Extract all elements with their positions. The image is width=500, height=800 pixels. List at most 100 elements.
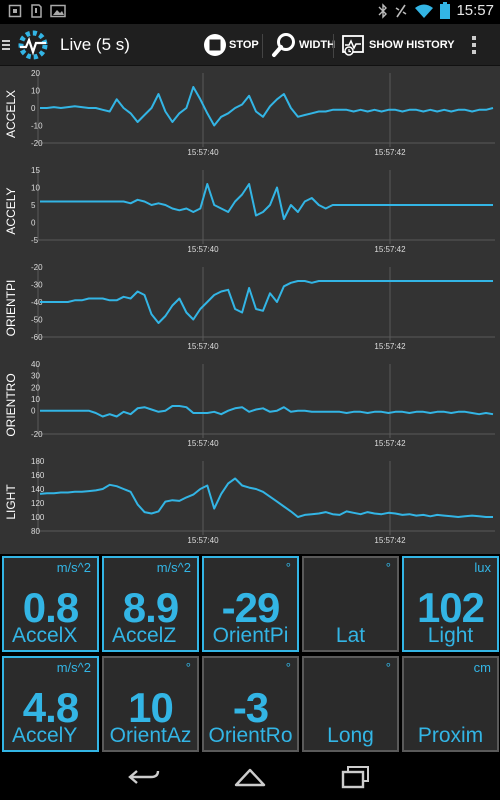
y-tick-label: 10 xyxy=(31,395,40,404)
overflow-menu-icon xyxy=(472,36,476,54)
sensor-tile-accelx[interactable]: m/s^2 0.8 AccelX xyxy=(2,556,99,652)
tile-unit: ° xyxy=(285,560,291,575)
chart-svg: 20 10 0 -10 -20 15:57:40 15:57:42 xyxy=(31,69,495,157)
width-button[interactable]: WIDTH xyxy=(271,24,335,66)
tile-unit: m/s^2 xyxy=(56,560,91,575)
chart-label: ORIENTPI xyxy=(4,279,18,337)
y-tick-label: 180 xyxy=(31,457,45,466)
app-menu-button[interactable]: Live (5 s) xyxy=(0,24,130,66)
home-icon xyxy=(234,768,266,787)
tile-label: AccelX xyxy=(12,624,78,647)
y-tick-label: -60 xyxy=(31,333,43,342)
sensor-tiles: m/s^2 0.8 AccelX m/s^2 8.9 AccelZ ° -29 OrientPi… xyxy=(0,556,500,754)
tile-unit: lux xyxy=(474,560,491,575)
y-tick-label: 20 xyxy=(31,383,40,392)
y-tick-label: 0 xyxy=(31,219,36,228)
y-tick-label: -50 xyxy=(31,316,43,325)
home-button[interactable] xyxy=(230,762,270,792)
series-line xyxy=(39,477,493,518)
back-icon xyxy=(128,770,160,784)
stop-label: STOP xyxy=(229,39,259,51)
recent-apps-icon xyxy=(341,766,369,789)
divider xyxy=(333,34,334,58)
recent-apps-button[interactable] xyxy=(336,762,376,792)
tile-value: 10 xyxy=(128,684,174,731)
x-tick-label: 15:57:40 xyxy=(187,439,219,448)
sensor-tile-accely[interactable]: m/s^2 4.8 AccelY xyxy=(2,656,99,752)
tile-label: OrientPi xyxy=(212,624,289,647)
tile-unit: ° xyxy=(385,560,391,575)
tile-unit: m/s^2 xyxy=(56,660,91,675)
image-icon xyxy=(50,4,66,18)
chart-orientro: 40 30 20 10 0 -20 15:57:40 15:57:42 ORIENTRO xyxy=(0,357,500,453)
width-label: WIDTH xyxy=(299,39,336,51)
stop-button[interactable]: STOP xyxy=(203,24,259,66)
x-tick-label: 15:57:42 xyxy=(374,245,406,254)
tile-label: AccelZ xyxy=(112,624,177,647)
tile-unit: ° xyxy=(385,660,391,675)
x-tick-label: 15:57:42 xyxy=(374,536,406,545)
magnifier-icon xyxy=(272,33,295,57)
chart-svg: 40 30 20 10 0 -20 15:57:40 15:57:42 xyxy=(31,360,495,448)
tile-label: AccelY xyxy=(12,724,78,747)
chart-label: ACCELX xyxy=(4,89,18,139)
action-bar: Live (5 s) STOP WIDTH SHOW HISTORY xyxy=(0,24,500,66)
y-tick-label: 5 xyxy=(31,201,36,210)
drawer-icon xyxy=(2,40,10,50)
stop-icon xyxy=(204,34,226,56)
sensor-tile-lat[interactable]: ° Lat xyxy=(302,556,399,652)
y-tick-label: -10 xyxy=(31,122,43,131)
overflow-menu-button[interactable] xyxy=(466,24,482,66)
y-tick-label: 100 xyxy=(31,513,45,522)
tile-label: Light xyxy=(427,624,474,647)
y-tick-label: -30 xyxy=(31,281,43,290)
chart-orientpi: -20 -30 -40 -50 -60 15:57:40 15:57:42 ORIENTPI xyxy=(0,260,500,356)
clock: 15:57 xyxy=(456,2,494,19)
tile-value: 8.9 xyxy=(122,584,179,631)
chart-light: 180 160 140 120 100 80 15:57:40 15:57:42 LIGHT xyxy=(0,454,500,550)
tile-label: Long xyxy=(327,724,374,747)
tile-value: -3 xyxy=(232,684,269,731)
series-line xyxy=(40,183,493,220)
sensor-tile-light[interactable]: lux 102 Light xyxy=(402,556,499,652)
chart-label: LIGHT xyxy=(4,484,18,520)
chart-accelx: 20 10 0 -10 -20 15:57:40 15:57:42 ACCELX xyxy=(0,66,500,162)
navigation-bar xyxy=(0,754,500,800)
series-line xyxy=(40,405,494,418)
tile-value: -29 xyxy=(221,584,281,631)
x-tick-label: 15:57:40 xyxy=(187,245,219,254)
show-history-label: SHOW HISTORY xyxy=(369,39,455,51)
sensor-tile-orientro[interactable]: ° -3 OrientRo xyxy=(202,656,299,752)
series-line xyxy=(40,280,493,324)
x-tick-label: 15:57:40 xyxy=(187,148,219,157)
chart-svg: 180 160 140 120 100 80 15:57:40 15:57:42 xyxy=(31,457,495,545)
y-tick-label: 160 xyxy=(31,471,45,480)
live-charts[interactable]: 20 10 0 -10 -20 15:57:40 15:57:42 ACCELX 15 10 5… xyxy=(0,66,500,554)
y-tick-label: 40 xyxy=(31,360,40,369)
sensor-tile-orientaz[interactable]: ° 10 OrientAz xyxy=(102,656,199,752)
tile-unit: m/s^2 xyxy=(156,560,191,575)
y-tick-label: 10 xyxy=(31,184,40,193)
tile-label: Lat xyxy=(335,624,366,647)
tile-value: 4.8 xyxy=(22,684,79,731)
y-tick-label: 80 xyxy=(31,527,40,536)
chart-accely: 15 10 5 0 -5 15:57:40 15:57:42 ACCELY xyxy=(0,163,500,259)
tile-label: OrientAz xyxy=(109,724,192,747)
x-tick-label: 15:57:40 xyxy=(187,342,219,351)
tile-value: 0.8 xyxy=(22,584,79,631)
show-history-button[interactable]: SHOW HISTORY xyxy=(341,24,455,66)
y-tick-label: -5 xyxy=(31,236,39,245)
divider xyxy=(262,34,263,58)
tile-unit: cm xyxy=(473,660,491,675)
y-tick-label: 0 xyxy=(31,104,36,113)
tile-unit: ° xyxy=(285,660,291,675)
tile-label: OrientRo xyxy=(208,724,293,747)
sensor-tile-long[interactable]: ° Long xyxy=(302,656,399,752)
screen-title: Live (5 s) xyxy=(60,35,130,54)
x-tick-label: 15:57:42 xyxy=(374,342,406,351)
sensor-tile-orientpi[interactable]: ° -29 OrientPi xyxy=(202,556,299,652)
back-button[interactable] xyxy=(124,762,164,792)
sensor-tile-proxim[interactable]: cm Proxim xyxy=(402,656,499,752)
sensor-tile-accelz[interactable]: m/s^2 8.9 AccelZ xyxy=(102,556,199,652)
app-logo-icon xyxy=(18,30,48,60)
